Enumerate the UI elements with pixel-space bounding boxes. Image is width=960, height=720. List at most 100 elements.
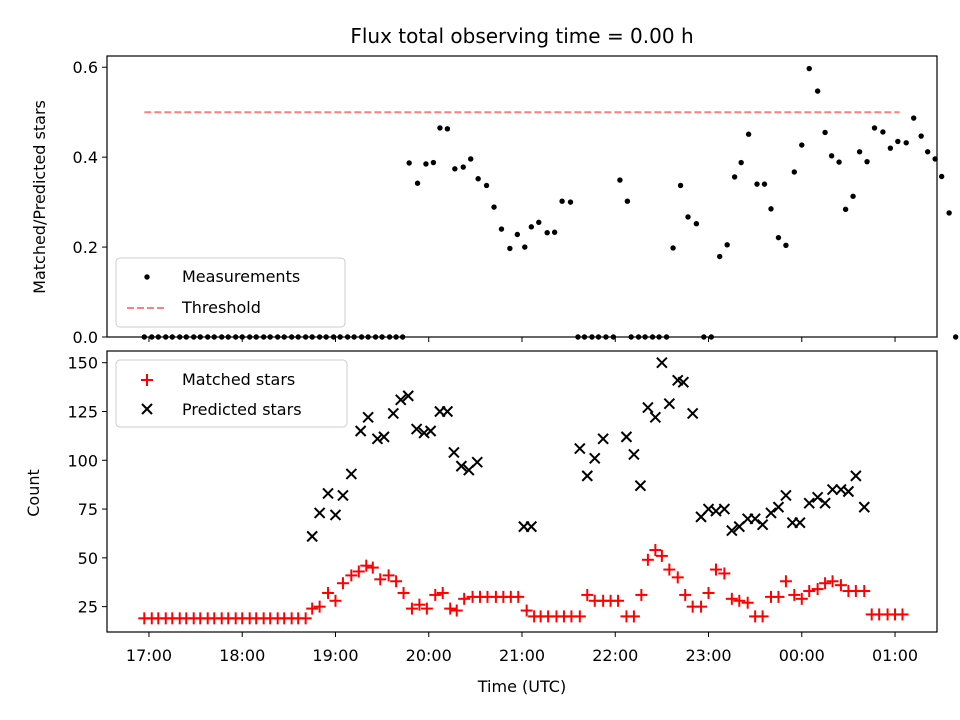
measurement-point: [617, 177, 623, 183]
predicted-star-point: [842, 485, 855, 498]
predicted-star-point: [710, 505, 722, 517]
matched-star-point: [444, 602, 457, 615]
measurement-point: [938, 173, 945, 180]
matched-star-point: [702, 586, 715, 599]
count-legend: Matched stars Predicted stars: [115, 359, 348, 428]
measurement-point: [393, 334, 399, 340]
predicted-star-point: [418, 427, 430, 439]
measurement-point: [330, 334, 337, 340]
predicted-star-point: [345, 468, 358, 480]
measurement-point: [344, 334, 351, 340]
measurement-point: [452, 166, 458, 172]
measurement-point: [642, 334, 648, 340]
x-tick-label: 22:00: [592, 646, 638, 665]
predicted-star-point: [656, 357, 668, 369]
predicted-star-point: [597, 433, 609, 445]
measurement-point: [295, 334, 301, 340]
measurement-point: [444, 126, 451, 132]
predicted-star-point: [726, 524, 738, 537]
measurement-point: [663, 334, 670, 340]
measurement-point: [754, 181, 760, 187]
legend-threshold-label: Threshold: [181, 298, 261, 317]
matched-star-point: [788, 588, 801, 601]
matched-star-point: [649, 544, 662, 557]
measurement-point: [177, 334, 183, 340]
ratio-x-ticks: [148, 337, 896, 342]
measurement-point: [581, 334, 588, 340]
measurement-point: [624, 198, 631, 204]
measurement-point: [589, 334, 595, 340]
ratio-y-axis: 0.0 0.2 0.4 0.6: [73, 58, 107, 347]
measurement-point: [406, 160, 412, 166]
measurement-point: [423, 161, 429, 167]
measurement-point: [536, 219, 542, 226]
x-tick-label: 18:00: [219, 646, 265, 665]
measurement-point: [670, 245, 676, 251]
measurement-point: [483, 182, 490, 189]
count-x-axis: 17:00 18:00 19:00 20:00 21:00 22:00 23:00 00:00…: [126, 632, 918, 665]
measurement-point: [783, 242, 789, 248]
x-tick-label: 20:00: [406, 646, 452, 665]
predicted-star-point: [794, 517, 806, 529]
measurement-point: [724, 242, 730, 248]
measurement-point: [895, 138, 901, 145]
ratio-legend: Measurements Threshold: [115, 257, 346, 328]
matched-star-point: [313, 600, 326, 613]
measurement-point: [799, 142, 805, 148]
measurement-point: [910, 115, 917, 121]
matched-star-point: [360, 559, 373, 572]
measurement-point: [761, 181, 768, 187]
matched-star-point: [795, 592, 808, 605]
matched-star-point: [627, 610, 640, 623]
measurement-point: [836, 159, 842, 165]
matched-star-point: [834, 579, 847, 592]
matched-star-point: [306, 602, 319, 615]
matched-star-point: [413, 598, 426, 611]
legend-measurements-marker: [144, 274, 150, 280]
legend-predicted-label: Predicted stars: [182, 400, 302, 419]
measurement-point: [567, 199, 574, 205]
measurement-point: [475, 176, 481, 182]
measurement-point: [775, 234, 782, 241]
matched-star-point: [390, 575, 403, 588]
predicted-star-point: [525, 520, 538, 533]
matched-star-point: [573, 610, 586, 623]
predicted-star-point: [634, 479, 647, 492]
measurement-point: [514, 231, 521, 238]
measurement-point: [141, 334, 148, 340]
matched-star-point: [819, 577, 832, 590]
count-y-tick-label: 25: [78, 598, 98, 617]
measurement-point: [649, 334, 656, 340]
measurement-point: [544, 229, 550, 236]
matched-star-point: [695, 600, 708, 613]
measurement-point: [399, 334, 406, 340]
matched-star-point: [429, 588, 442, 601]
predicted-star-point: [455, 460, 468, 472]
predicted-star-point: [354, 425, 367, 437]
predicted-star-point: [424, 425, 437, 437]
measurement-point: [522, 244, 528, 250]
matched-star-point: [366, 561, 379, 574]
measurement-point: [814, 88, 821, 94]
matched-star-point: [336, 577, 349, 590]
matched-star-point: [397, 586, 410, 599]
predicted-star-point: [819, 497, 831, 509]
measurement-point: [232, 334, 239, 340]
measurement-point: [468, 156, 474, 162]
predicted-star-point: [772, 501, 785, 513]
x-tick-label: 01:00: [872, 646, 918, 665]
matched-star-point: [671, 571, 684, 584]
measurement-point: [903, 140, 909, 146]
predicted-star-point: [756, 518, 769, 531]
measurement-point: [610, 334, 617, 340]
ratio-y-axis-label: Matched/Predicted stars: [30, 100, 49, 294]
matched-star-point: [512, 590, 525, 603]
predicted-star-point: [471, 456, 483, 468]
matched-star-point: [635, 588, 648, 601]
measurement-point: [414, 180, 421, 186]
measurement-point: [656, 334, 662, 340]
measurement-point: [559, 198, 565, 204]
matched-star-point: [581, 588, 594, 601]
count-y-axis: 25 50 75 100 125 150: [67, 354, 107, 617]
measurement-point: [372, 334, 379, 340]
